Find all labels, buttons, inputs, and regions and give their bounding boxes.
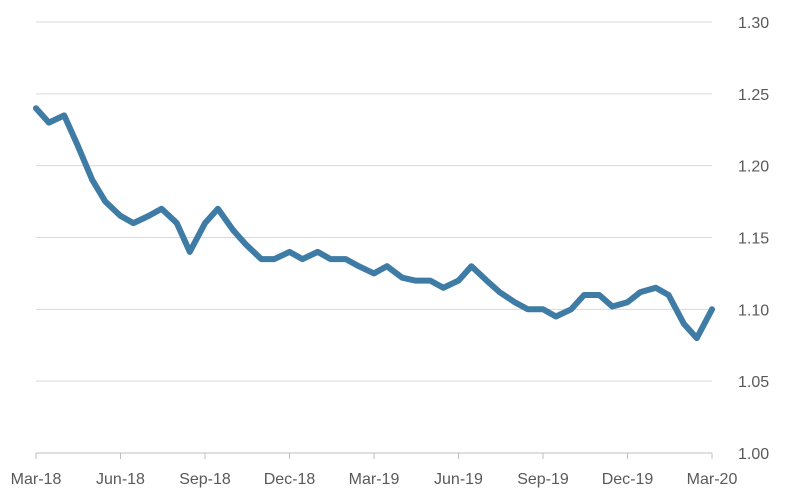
series-group — [33, 105, 715, 342]
x-tick-label: Mar-20 — [687, 471, 738, 488]
gridlines — [36, 21, 712, 382]
x-axis — [35, 452, 713, 459]
x-tick-label: Dec-19 — [602, 471, 654, 488]
y-tick-label: 1.25 — [738, 87, 769, 104]
x-tick-label: Sep-18 — [179, 471, 231, 488]
x-tick-label: Jun-19 — [434, 471, 483, 488]
x-axis-labels: Mar-18 Jun-18 Sep-18 Dec-18 Mar-19 Jun-19 Sep-… — [11, 471, 738, 488]
y-tick-label: 1.00 — [738, 446, 769, 463]
x-tick-label: Dec-18 — [264, 471, 316, 488]
y-tick-label: 1.15 — [738, 231, 769, 248]
y-tick-label: 1.20 — [738, 159, 769, 176]
x-tick-label: Jun-18 — [96, 471, 145, 488]
x-tick-label: Mar-18 — [11, 471, 62, 488]
series-line-0 — [33, 105, 715, 342]
y-axis-labels: 1.30 1.25 1.20 1.15 1.10 1.05 1.00 — [738, 15, 769, 463]
y-tick-label: 1.30 — [738, 15, 769, 32]
x-tick-label: Sep-19 — [517, 471, 569, 488]
x-tick-label: Mar-19 — [349, 471, 400, 488]
y-tick-label: 1.10 — [738, 302, 769, 319]
y-tick-label: 1.05 — [738, 374, 769, 391]
